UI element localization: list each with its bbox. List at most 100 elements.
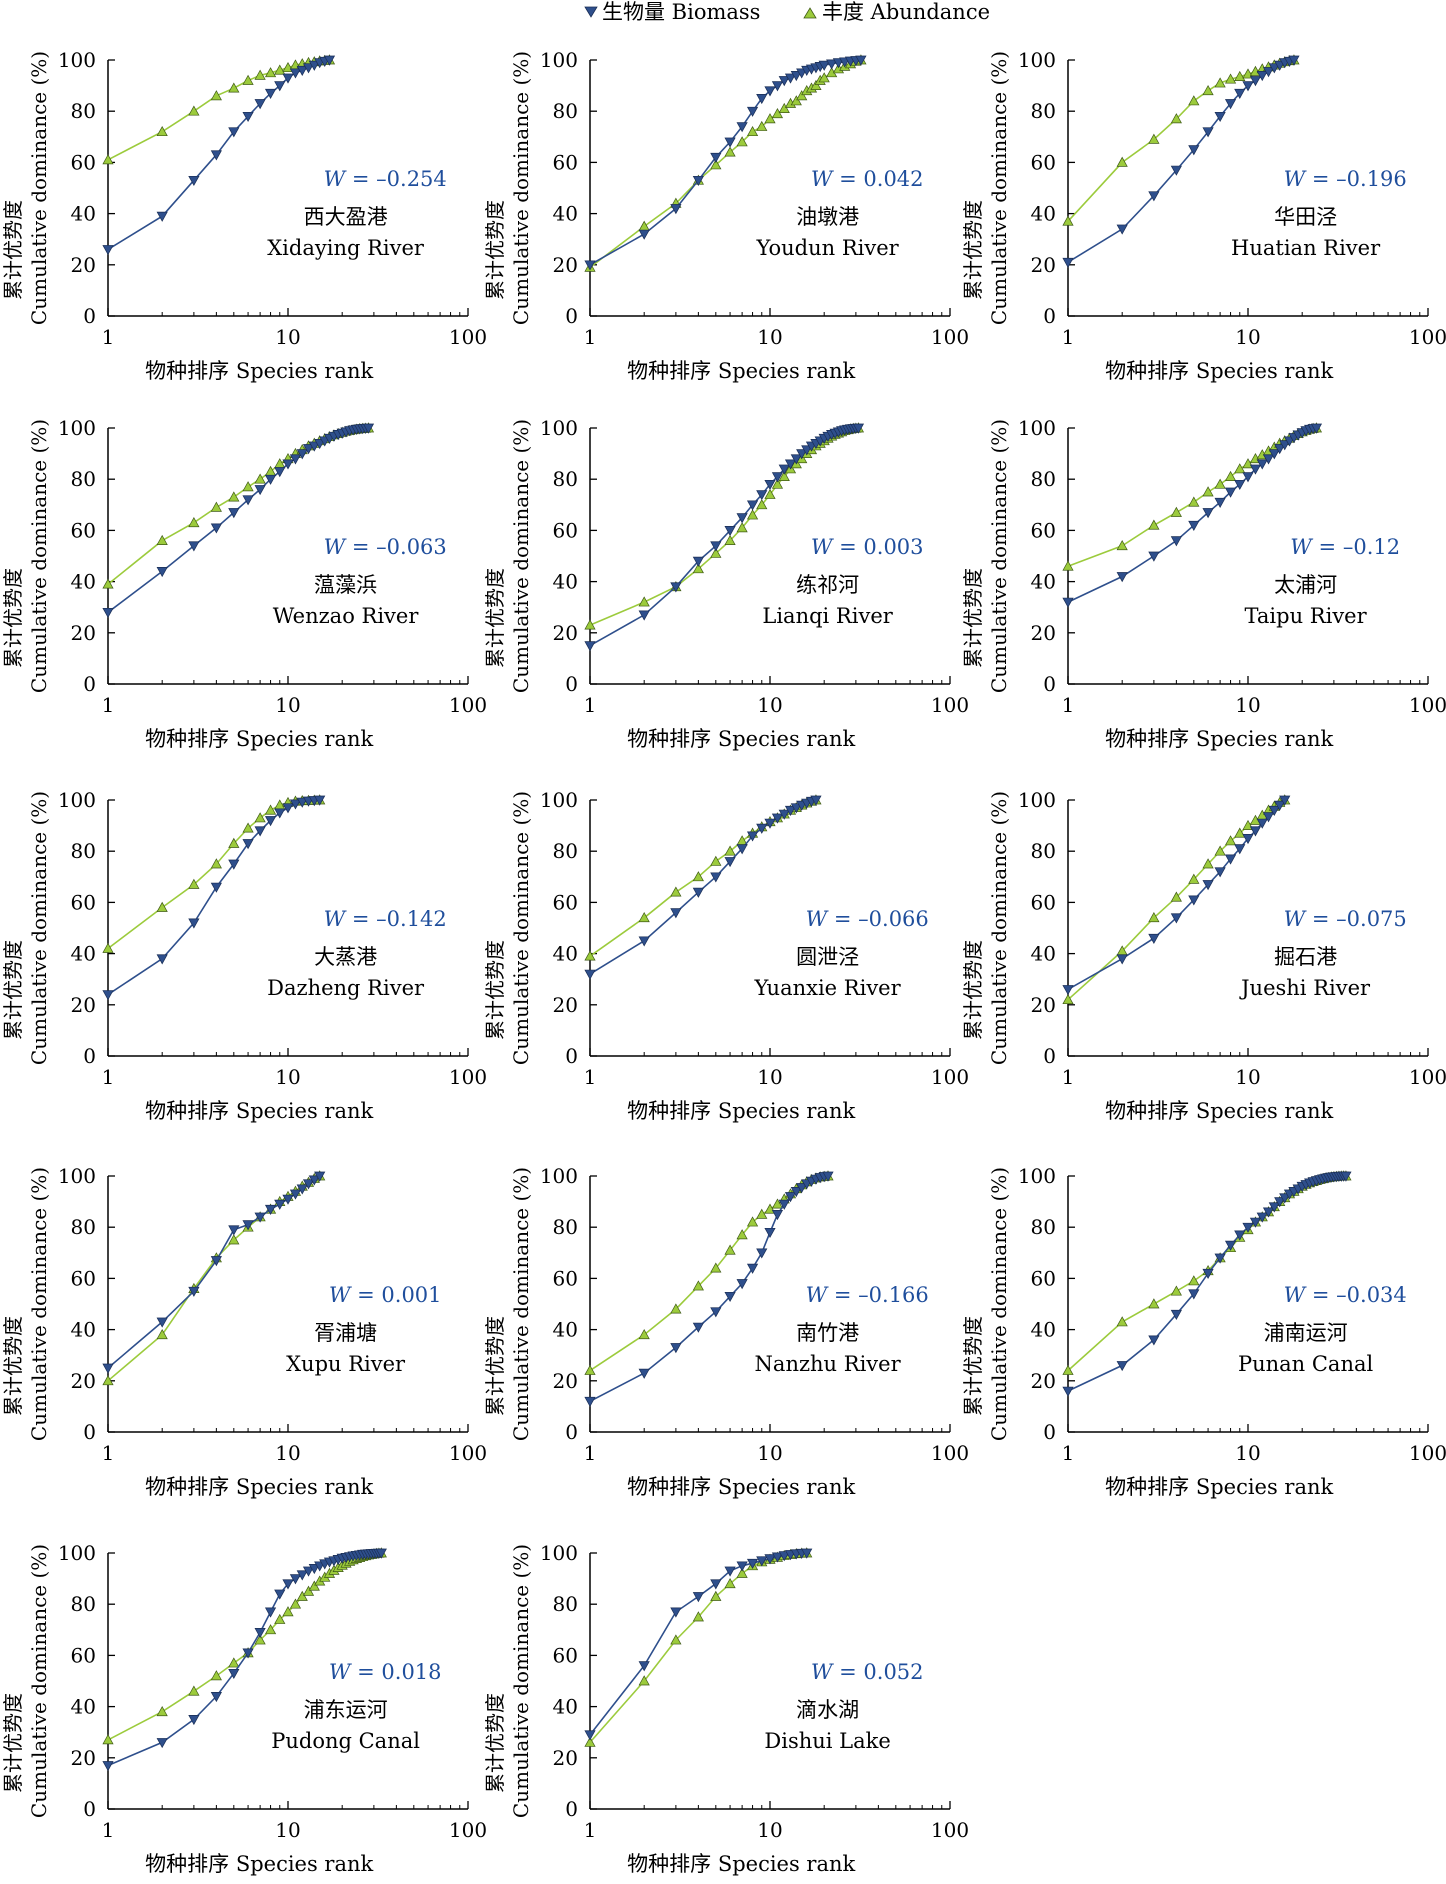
y-tick-label: 40 bbox=[553, 570, 578, 594]
w-statistic: W = 0.052 bbox=[811, 1660, 924, 1684]
abundance-point bbox=[189, 106, 199, 115]
biomass-point bbox=[1063, 1387, 1073, 1396]
w-statistic: W = –0.063 bbox=[324, 535, 447, 559]
chart-panel-7: 020406080100110100物种排序 Species rank累计优势度… bbox=[1, 788, 487, 1123]
y-tick-label: 0 bbox=[565, 304, 578, 328]
y-tick-label: 20 bbox=[553, 1369, 578, 1393]
y-tick-label: 80 bbox=[1031, 1215, 1056, 1239]
x-axis-title: 物种排序 Species rank bbox=[1105, 727, 1333, 751]
w-statistic: W = –0.196 bbox=[1284, 167, 1407, 191]
x-tick-label: 100 bbox=[931, 1065, 969, 1089]
y-axis-title-en: Cumulative dominance (%) bbox=[27, 1167, 51, 1441]
site-name-cn: 华田泾 bbox=[1274, 205, 1337, 229]
y-tick-label: 80 bbox=[553, 1592, 578, 1616]
y-axis-title-en: Cumulative dominance (%) bbox=[27, 51, 51, 325]
x-tick-label: 1 bbox=[1062, 1065, 1075, 1089]
w-statistic: W = –0.075 bbox=[1284, 907, 1407, 931]
y-tick-label: 0 bbox=[565, 672, 578, 696]
y-tick-label: 60 bbox=[71, 1266, 96, 1290]
abundance-point bbox=[1171, 1286, 1181, 1295]
x-tick-label: 10 bbox=[757, 1818, 782, 1842]
x-tick-label: 1 bbox=[102, 1441, 115, 1465]
y-tick-label: 80 bbox=[1031, 839, 1056, 863]
y-tick-label: 100 bbox=[540, 788, 578, 812]
abundance-point bbox=[229, 1658, 239, 1667]
y-axis-title-cn: 累计优势度 bbox=[1, 568, 25, 668]
w-statistic: W = –0.254 bbox=[324, 167, 447, 191]
w-statistic-value: –0.254 bbox=[376, 167, 447, 191]
w-statistic-value: 0.018 bbox=[381, 1660, 441, 1684]
w-statistic: W = –0.12 bbox=[1290, 535, 1400, 559]
y-tick-label: 40 bbox=[553, 1695, 578, 1719]
abundance-point bbox=[243, 75, 253, 84]
site-name-cn: 滴水湖 bbox=[796, 1698, 859, 1722]
y-axis-title: 累计优势度Cumulative dominance (%) bbox=[483, 1167, 533, 1441]
y-tick-label: 20 bbox=[553, 1746, 578, 1770]
y-tick-label: 0 bbox=[1043, 304, 1056, 328]
chart-panel-3: 020406080100110100物种排序 Species rank累计优势度… bbox=[961, 48, 1446, 383]
y-tick-label: 80 bbox=[71, 99, 96, 123]
abundance-point bbox=[1189, 497, 1199, 506]
x-tick-label: 100 bbox=[1409, 1065, 1446, 1089]
x-axis-title: 物种排序 Species rank bbox=[627, 1852, 855, 1876]
abundance-point bbox=[1149, 520, 1159, 529]
y-tick-label: 80 bbox=[1031, 467, 1056, 491]
y-tick-label: 20 bbox=[1031, 993, 1056, 1017]
abundance-line bbox=[1068, 60, 1294, 221]
legend-biomass-label: 生物量 Biomass bbox=[602, 0, 760, 24]
y-tick-label: 40 bbox=[71, 942, 96, 966]
y-tick-label: 40 bbox=[71, 1695, 96, 1719]
w-statistic-value: 0.001 bbox=[381, 1283, 441, 1307]
biomass-point bbox=[639, 611, 649, 620]
y-tick-label: 100 bbox=[1018, 48, 1056, 72]
y-tick-label: 40 bbox=[1031, 570, 1056, 594]
y-axis-title-cn: 累计优势度 bbox=[1, 200, 25, 300]
y-tick-label: 60 bbox=[553, 1266, 578, 1290]
chart-panel-6: 020406080100110100物种排序 Species rank累计优势度… bbox=[961, 416, 1446, 751]
w-statistic-symbol: W bbox=[806, 907, 830, 931]
x-tick-label: 100 bbox=[449, 1065, 487, 1089]
abundance-point bbox=[103, 943, 113, 952]
y-tick-label: 0 bbox=[565, 1420, 578, 1444]
x-axis-title: 物种排序 Species rank bbox=[145, 1852, 373, 1876]
chart-panel-13: 020406080100110100物种排序 Species rank累计优势度… bbox=[1, 1541, 487, 1876]
x-tick-label: 100 bbox=[449, 325, 487, 349]
y-tick-label: 20 bbox=[71, 1369, 96, 1393]
x-tick-label: 1 bbox=[102, 1818, 115, 1842]
abundance-point bbox=[1063, 561, 1073, 570]
x-tick-label: 1 bbox=[1062, 693, 1075, 717]
y-tick-label: 0 bbox=[83, 304, 96, 328]
biomass-point bbox=[189, 1715, 199, 1724]
x-tick-label: 100 bbox=[931, 693, 969, 717]
w-statistic-value: –0.066 bbox=[858, 907, 929, 931]
abundance-line bbox=[108, 428, 369, 584]
y-axis-title-en: Cumulative dominance (%) bbox=[509, 1544, 533, 1818]
abundance-point bbox=[157, 127, 167, 136]
w-statistic-symbol: W bbox=[329, 1283, 353, 1307]
legend-abundance-label: 丰度 Abundance bbox=[822, 0, 990, 24]
y-tick-label: 100 bbox=[1018, 788, 1056, 812]
x-axis-title: 物种排序 Species rank bbox=[145, 1475, 373, 1499]
x-tick-label: 1 bbox=[584, 693, 597, 717]
y-tick-label: 60 bbox=[71, 150, 96, 174]
abundance-point bbox=[585, 620, 595, 629]
site-name-cn: 掘石港 bbox=[1274, 945, 1337, 969]
y-axis-title-en: Cumulative dominance (%) bbox=[987, 51, 1011, 325]
abundance-point bbox=[1117, 157, 1127, 166]
abundance-point bbox=[189, 1686, 199, 1695]
y-axis-title-cn: 累计优势度 bbox=[1, 1693, 25, 1793]
biomass-point bbox=[585, 970, 595, 979]
y-axis-title-cn: 累计优势度 bbox=[961, 940, 985, 1040]
x-tick-label: 1 bbox=[102, 325, 115, 349]
x-tick-label: 10 bbox=[275, 1441, 300, 1465]
w-statistic-symbol: W bbox=[324, 907, 348, 931]
y-axis-title: 累计优势度Cumulative dominance (%) bbox=[483, 51, 533, 325]
y-axis-title: 累计优势度Cumulative dominance (%) bbox=[483, 791, 533, 1065]
x-tick-label: 10 bbox=[757, 1065, 782, 1089]
biomass-line bbox=[590, 60, 861, 265]
site-name-en: Jueshi River bbox=[1239, 976, 1371, 1000]
abundance-point bbox=[157, 903, 167, 912]
abundance-point bbox=[157, 1330, 167, 1339]
y-axis-title-en: Cumulative dominance (%) bbox=[27, 791, 51, 1065]
chart-panel-2: 020406080100110100物种排序 Species rank累计优势度… bbox=[483, 48, 969, 383]
